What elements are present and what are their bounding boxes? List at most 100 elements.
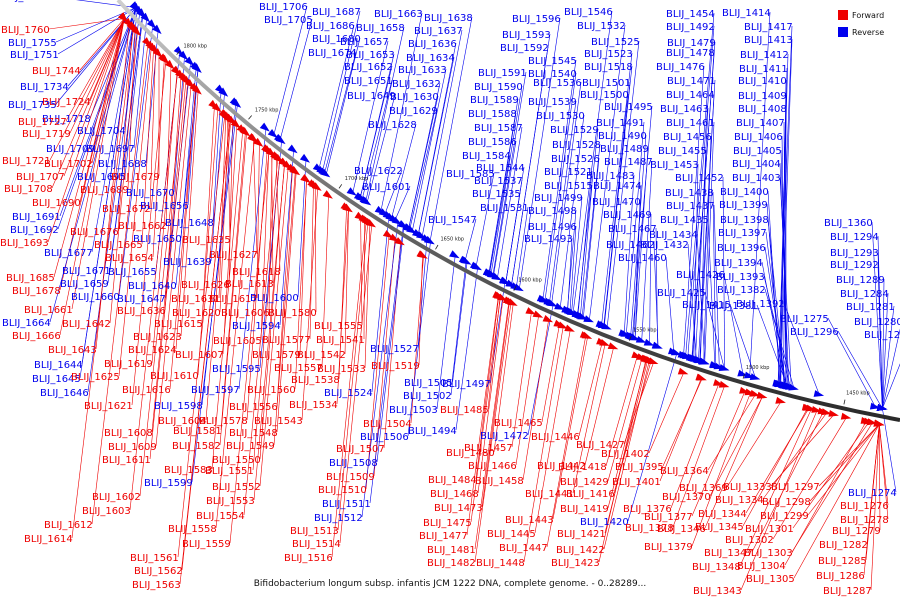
gene-label: BLIJ_1415 [682,300,731,311]
gene-label: BLIJ_1537 [474,176,523,187]
gene-label: BLIJ_1276 [840,501,889,512]
leader-line [756,304,788,387]
leader-line [707,218,716,366]
leader-line [546,336,586,548]
leader-line [837,330,883,409]
gene-label: BLIJ_1502 [403,391,452,402]
leader-line [475,296,499,480]
gene-label: BLIJ_1382 [717,285,766,296]
leader-line [882,328,900,409]
gene-arrow [171,66,182,76]
gene-label: BLIJ_1333 [723,482,772,493]
leader-line [670,383,720,509]
leader-line [665,256,675,353]
leader-line [878,424,881,531]
leader-line [380,12,423,212]
leader-line [371,216,390,393]
gene-arrow [378,208,389,217]
gene-label: BLIJ_1562 [134,566,183,577]
leader-line [252,159,280,471]
leader-line [544,72,577,302]
gene-arrow [361,196,372,206]
gene-arrow [876,404,888,411]
gene-label: BLIJ_1509 [326,472,375,483]
gene-label: BLIJ_1409 [738,91,787,102]
gene-label: BLIJ_1550 [212,455,261,466]
gene-label: BLIJ_1691 [12,212,61,223]
gene-label: BLIJ_1446 [531,432,580,443]
gene-label: BLIJ_1649 [347,91,396,102]
gene-label: BLIJ_1512 [314,513,363,524]
leader-line [211,130,244,470]
gene-label: BLIJ_1282 [819,540,868,551]
gene-label: BLIJ_1586 [468,137,517,148]
gene-label: BLIJ_1465 [494,418,543,429]
gene-arrow [311,182,322,191]
gene-label: BLIJ_1640 [128,281,177,292]
gene-label: BLIJ_1552 [212,482,261,493]
leader-line [394,185,411,221]
leader-line [324,51,357,174]
gene-arrow [828,410,839,417]
gene-arrow [788,383,799,391]
leader-line [276,169,293,407]
ruler-tick [435,244,439,250]
gene-label: BLIJ_1460 [618,253,667,264]
genome-backbone-arc [116,0,900,422]
gene-label: BLIJ_1463 [660,104,709,115]
leader-line [791,422,873,553]
leader-line [273,5,308,135]
gene-label: BLIJ_1289 [836,275,885,286]
gene-arrow [322,190,333,199]
gene-arrow [130,1,140,12]
ruler-tick-label: 1500 kbp [746,365,770,371]
leader-line [882,363,900,409]
leader-line [712,191,717,367]
gene-label: BLIJ_1597 [191,385,240,396]
leader-line [505,192,521,283]
ruler-tick-label: 1650 kbp [441,237,465,243]
leader-line [882,278,885,409]
gene-label: BLIJ_1557 [274,363,323,374]
leader-line [107,14,143,284]
gene-arrow [743,371,755,379]
gene-label: BLIJ_1496 [528,222,577,233]
gene-label: BLIJ_1554 [196,511,245,522]
gene-label: BLIJ_1702 [44,159,93,170]
leader-line [542,59,577,301]
gene-label: BLIJ_1591 [478,68,527,79]
gene-label: BLIJ_1545 [528,56,577,67]
leader-line [598,359,647,563]
leader-line [276,157,281,272]
gene-label: BLIJ_1434 [649,230,698,241]
leader-line [339,224,373,544]
gene-arrow [668,347,679,355]
ruler-tick [843,399,846,405]
gene-label: BLIJ_1636 [408,39,457,50]
leader-line [109,32,138,324]
leader-line [421,29,463,237]
leader-line [336,209,349,405]
gene-label: BLIJ_1719 [22,129,71,140]
gene-label: BLIJ_1297 [771,482,820,493]
gene-label: BLIJ_1454 [666,9,715,20]
leader-line [118,46,152,377]
gene-label: BLIJ_1690 [32,198,81,209]
leader-line [581,143,601,318]
gene-label: BLIJ_1663 [374,9,423,20]
gene-label: BLIJ_1393 [716,272,765,283]
gene-label: BLIJ_1751 [10,50,59,61]
leader-line [700,149,707,362]
gene-label: BLIJ_1670 [126,188,175,199]
leader-line [165,65,172,226]
ruler-tick-label: 1550 kbp [633,327,657,333]
gene-label: BLIJ_1536 [533,78,582,89]
leader-line [580,184,593,317]
gene-label: BLIJ_1344 [698,509,747,520]
gene-label: BLIJ_1402 [601,449,650,460]
ruler-tick [513,286,517,291]
gene-arrow [388,214,400,224]
leader-line [489,154,511,275]
gene-label: BLIJ_1484 [428,475,477,486]
gene-label: BLIJ_1514 [292,539,341,550]
